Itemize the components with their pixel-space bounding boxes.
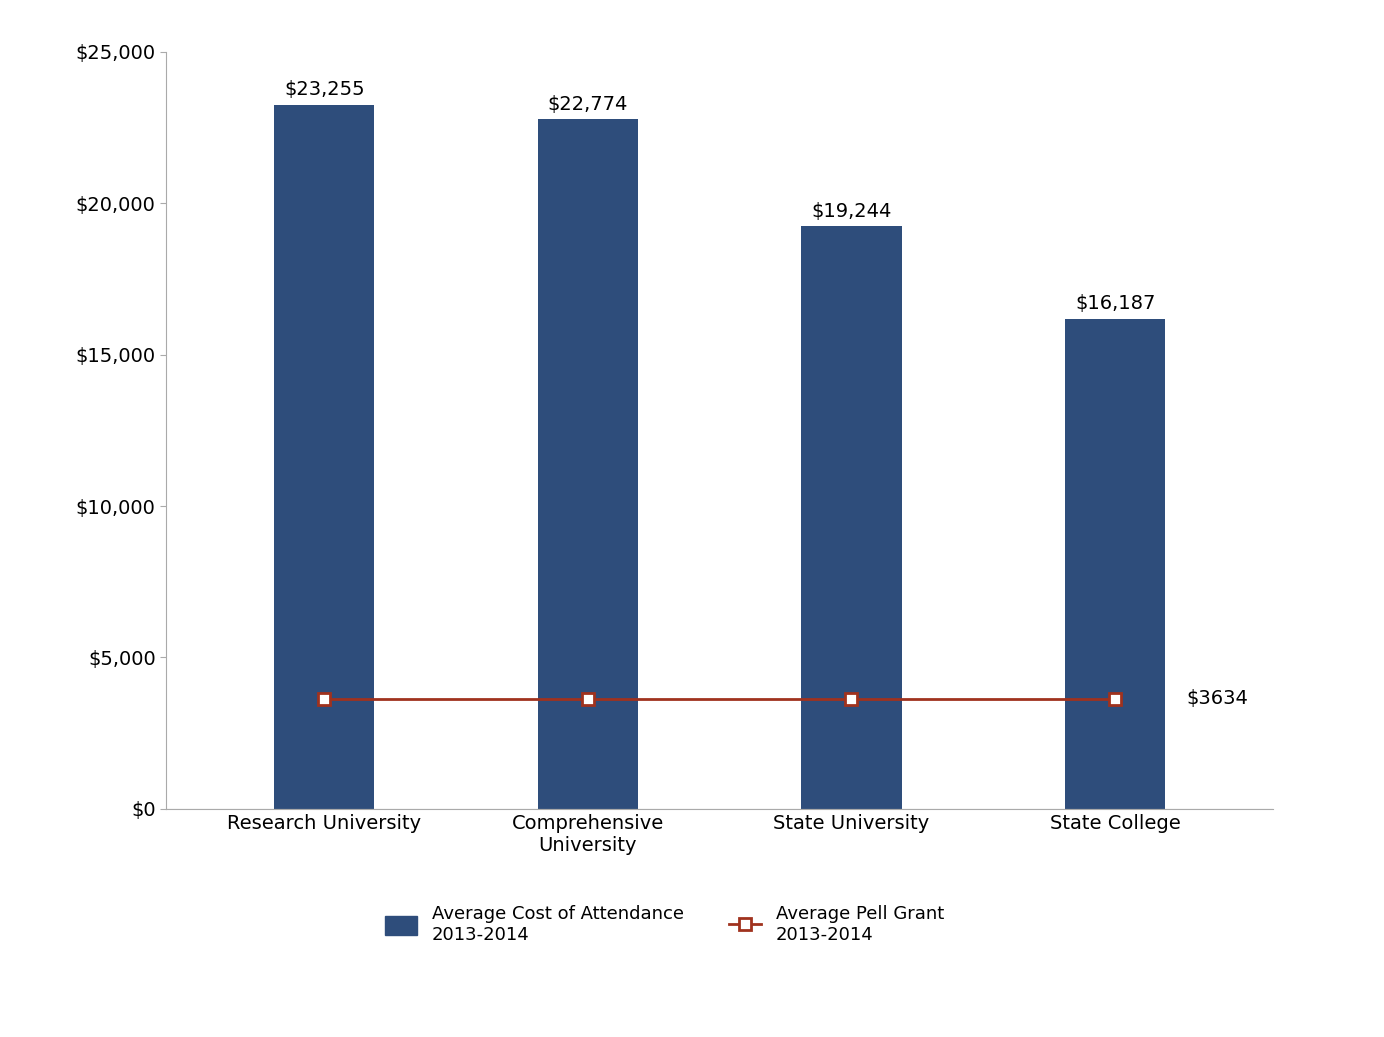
Text: $19,244: $19,244 (811, 201, 891, 221)
Text: $3634: $3634 (1186, 690, 1248, 708)
Text: $23,255: $23,255 (284, 80, 364, 100)
Bar (274, 105, 374, 809)
Text: $16,187: $16,187 (1075, 295, 1156, 313)
Legend: Average Cost of Attendance
2013-2014, Average Pell Grant
2013-2014: Average Cost of Attendance 2013-2014, Av… (378, 898, 951, 951)
Bar (801, 226, 901, 809)
Text: $22,774: $22,774 (548, 94, 628, 114)
Bar (538, 119, 638, 809)
Bar (1066, 318, 1165, 809)
